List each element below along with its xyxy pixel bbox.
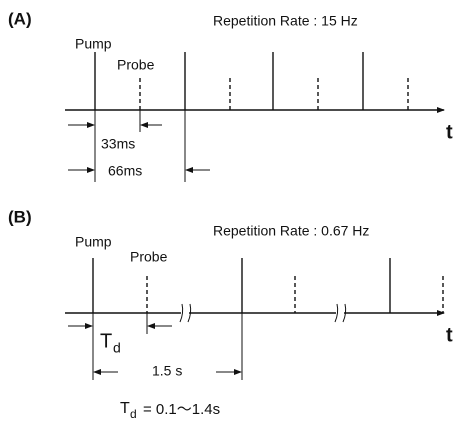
probe-label: Probe — [130, 249, 168, 265]
rate: Repetition Rate : 0.67 Hz — [213, 223, 369, 239]
panel-a: (A) Repetition Rate : 15 Hz Pump Probe t… — [8, 9, 453, 182]
delay-subscript: d — [113, 340, 121, 356]
probe-label: Probe — [117, 57, 155, 73]
rate: Repetition Rate : 15 Hz — [213, 13, 358, 29]
panel-b: (B) Repetition Rate : 0.67 Hz Pump Probe… — [8, 207, 453, 380]
formula-symbol: T — [120, 400, 130, 417]
panel-label: (A) — [8, 9, 32, 28]
delay-symbol: T — [100, 330, 112, 352]
formula: T d = 0.1〜1.4s — [120, 400, 220, 421]
axis-breaks — [179, 303, 347, 323]
formula-subscript: d — [130, 407, 137, 421]
interval: 1.5 s — [152, 363, 182, 379]
pump-label: Pump — [75, 234, 112, 250]
formula-text: = 0.1〜1.4s — [143, 401, 220, 418]
pump-label: Pump — [75, 36, 112, 52]
interval-markers — [68, 110, 210, 182]
panel-label: (B) — [8, 207, 32, 226]
pulses — [92, 258, 444, 313]
axis-label: t — [446, 121, 453, 143]
axis-label: t — [446, 324, 453, 346]
long-interval: 66ms — [108, 163, 142, 179]
short-interval: 33ms — [101, 136, 135, 152]
interval-markers — [68, 313, 243, 380]
pulses — [94, 52, 409, 110]
